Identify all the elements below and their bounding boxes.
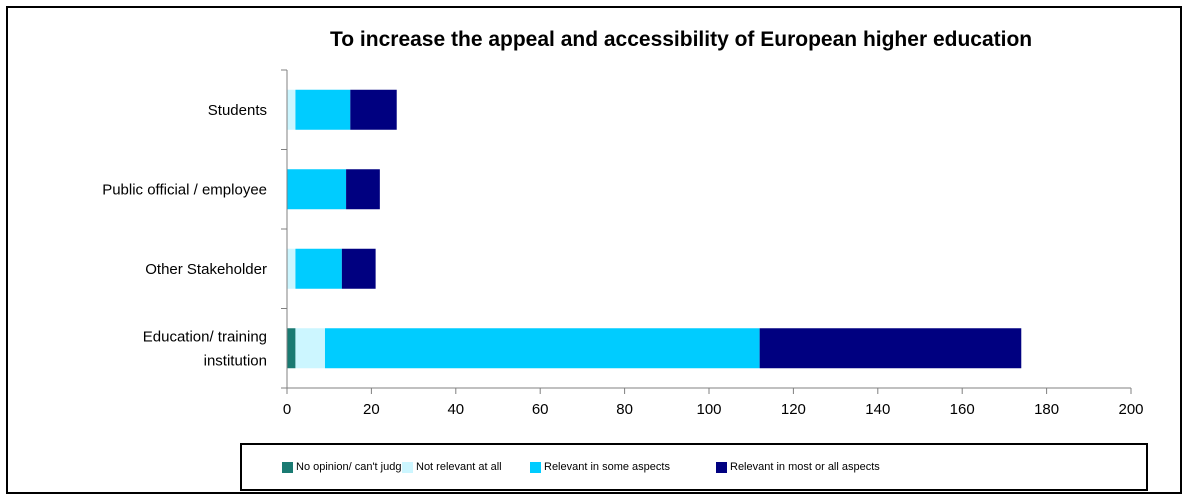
bar-segment — [295, 328, 325, 369]
bar-segment — [287, 169, 347, 210]
x-tick-label: 140 — [865, 401, 890, 418]
bar-segment — [346, 169, 380, 210]
x-tick-label: 40 — [447, 401, 464, 418]
category-label: Other Stakeholder — [145, 261, 267, 278]
category-label: institution — [204, 352, 267, 369]
legend-swatch — [402, 461, 413, 473]
bar-segment — [295, 248, 342, 289]
chart-frame — [6, 6, 1182, 494]
chart-legend: No opinion/ can't judge Not relevant at a… — [240, 443, 1148, 491]
legend-label: Relevant in some aspects — [544, 461, 670, 473]
legend-label: Relevant in most or all aspects — [730, 461, 880, 473]
category-label: Education/ training — [143, 328, 267, 345]
bar-segment — [287, 89, 296, 130]
legend-item: No opinion/ can't judge — [282, 459, 408, 475]
bar-segment — [341, 248, 376, 289]
x-tick-label: 0 — [283, 401, 291, 418]
x-tick-label: 60 — [532, 401, 549, 418]
category-label: Students — [208, 102, 267, 119]
legend-swatch — [716, 461, 727, 473]
legend-swatch — [282, 461, 293, 473]
x-tick-label: 80 — [616, 401, 633, 418]
bar-segment — [324, 328, 760, 369]
category-label: Public official / employee — [102, 181, 267, 198]
x-tick-label: 120 — [781, 401, 806, 418]
legend-label: Not relevant at all — [416, 461, 502, 473]
bar-segment — [287, 248, 296, 289]
x-tick-label: 20 — [363, 401, 380, 418]
legend-item: Not relevant at all — [402, 459, 502, 475]
legend-swatch — [530, 461, 541, 473]
legend-label: No opinion/ can't judge — [296, 461, 408, 473]
bar-chart: Students Public official / employee Other … — [102, 69, 1144, 418]
x-tick-label: 180 — [1034, 401, 1059, 418]
legend-item: Relevant in some aspects — [530, 459, 670, 475]
bar-segment — [287, 328, 296, 369]
x-tick-label: 160 — [950, 401, 975, 418]
bar-segment — [350, 89, 397, 130]
chart-title: To increase the appeal and accessibility… — [330, 28, 1033, 51]
bar-segment — [295, 89, 351, 130]
x-tick-label: 100 — [696, 401, 721, 418]
legend-item: Relevant in most or all aspects — [716, 459, 880, 475]
x-tick-label: 200 — [1118, 401, 1143, 418]
bar-segment — [759, 328, 1022, 369]
